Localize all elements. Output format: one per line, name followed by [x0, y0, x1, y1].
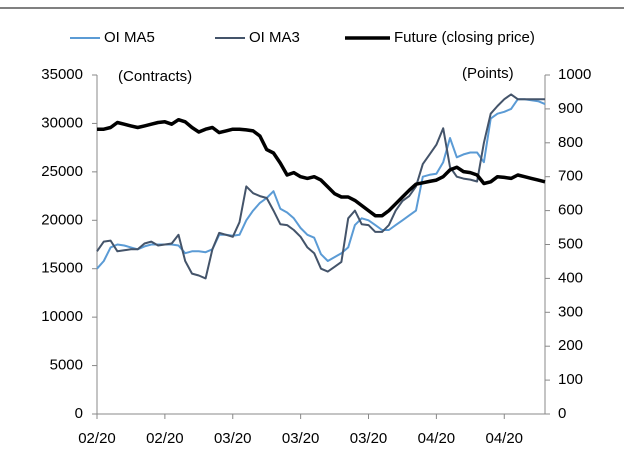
x-tick-label: 04/20 [418, 430, 456, 447]
x-tick-label: 02/20 [146, 430, 184, 447]
y2-tick-label: 700 [558, 168, 583, 185]
series-line [96, 93, 545, 280]
y-tick-label: 30000 [41, 114, 83, 131]
y2-tick-label: 1000 [558, 66, 591, 83]
y2-tick-label: 500 [558, 235, 583, 252]
y-tick-label: 25000 [41, 163, 83, 180]
y2-tick-label: 800 [558, 134, 583, 151]
x-tick-label: 03/20 [282, 430, 320, 447]
y-tick-label: 10000 [41, 308, 83, 325]
y2-tick-label: 100 [558, 371, 583, 388]
series-line [96, 98, 546, 270]
y2-tick-label: 400 [558, 269, 583, 286]
y2-tick-label: 900 [558, 100, 583, 117]
y2-tick-label: 600 [558, 202, 583, 219]
y-axis-label: (Contracts) [118, 68, 192, 85]
x-tick-label: 03/20 [350, 430, 388, 447]
y2-axis-label: (Points) [462, 65, 514, 82]
legend-label: Future (closing price) [394, 29, 535, 46]
y-tick-label: 5000 [50, 357, 83, 374]
legend-label: OI MA5 [104, 29, 155, 46]
y2-tick-label: 200 [558, 337, 583, 354]
y-tick-label: 15000 [41, 260, 83, 277]
y-tick-label: 20000 [41, 211, 83, 228]
y-tick-label: 35000 [41, 66, 83, 83]
y-tick-label: 0 [75, 405, 83, 422]
x-tick-label: 02/20 [78, 430, 116, 447]
series-line [97, 117, 546, 218]
x-tick-label: 04/20 [485, 430, 523, 447]
y2-tick-label: 300 [558, 303, 583, 320]
legend-label: OI MA3 [249, 29, 300, 46]
x-tick-label: 03/20 [214, 430, 252, 447]
y2-tick-label: 0 [558, 405, 566, 422]
